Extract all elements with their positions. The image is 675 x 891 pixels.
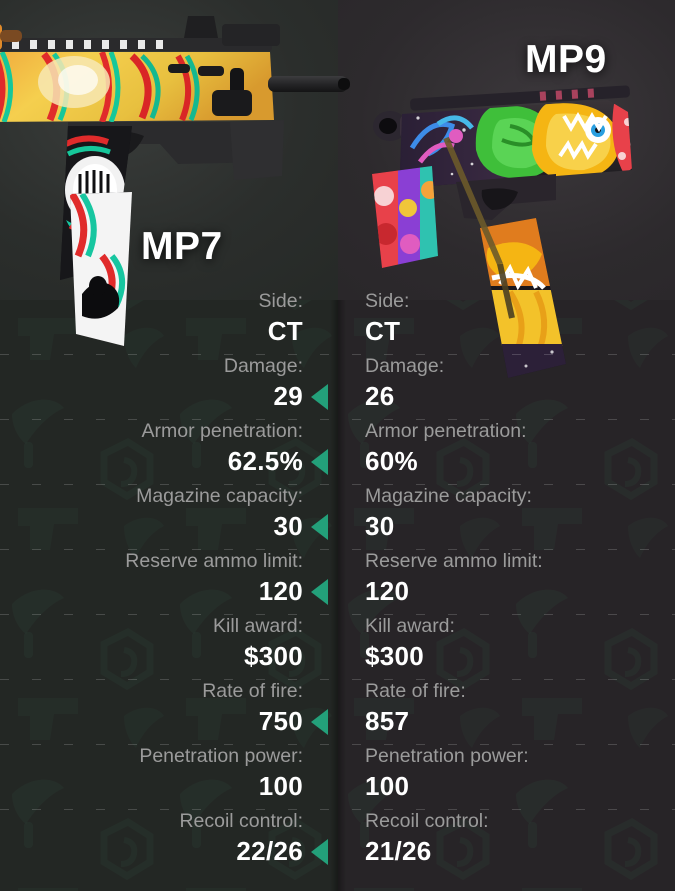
stat-label: Armor penetration: (141, 420, 304, 442)
stat-cell-right: Penetration power: 100 (365, 744, 675, 809)
stat-row: Rate of fire: 750 Rate of fire: 857 (0, 679, 675, 744)
winner-arrow-icon (311, 579, 328, 605)
stat-label: Damage: (223, 355, 303, 377)
stat-cell-right: Damage: 26 (365, 354, 675, 419)
stat-value: 120 (258, 576, 303, 606)
row-divider (0, 809, 675, 810)
row-divider (0, 679, 675, 680)
winner-arrow-icon (311, 839, 328, 865)
stat-row: Side: CT Side: CT (0, 289, 675, 354)
stats-comparison-table: Side: CT Side: CT Damage: 29 Damage: 26 Armor pe… (0, 289, 675, 891)
stat-value: 22/26 (236, 836, 303, 866)
stat-label: Rate of fire: (202, 680, 303, 702)
stat-label: Reserve ammo limit: (365, 550, 543, 572)
stat-label: Armor penetration: (365, 420, 527, 442)
stat-row: Damage: 29 Damage: 26 (0, 354, 675, 419)
stat-cell-left: Penetration power: 100 (0, 744, 338, 809)
stat-cell-left: Armor penetration: 62.5% (0, 419, 338, 484)
stat-row: Reserve ammo limit: 120 Reserve ammo limit… (0, 549, 675, 614)
stat-row: Magazine capacity: 30 Magazine capacity: 30 (0, 484, 675, 549)
stat-value: CT (267, 316, 303, 346)
stat-value: 857 (365, 706, 410, 736)
winner-arrow-icon (311, 514, 328, 540)
stat-value: $300 (243, 641, 303, 671)
stat-cell-left: Reserve ammo limit: 120 (0, 549, 338, 614)
stat-value: 750 (258, 706, 303, 736)
stat-value: 60% (365, 446, 418, 476)
stat-label: Kill award: (365, 615, 455, 637)
mp7-weapon-image (0, 16, 350, 346)
stat-value: 100 (258, 771, 303, 801)
stat-row: Armor penetration: 62.5% Armor penetration… (0, 419, 675, 484)
stat-label: Side: (258, 290, 303, 312)
mp9-weapon-image (372, 85, 632, 378)
stat-cell-right: Recoil control: 21/26 (365, 809, 675, 874)
stat-cell-left: Side: CT (0, 289, 338, 354)
stat-cell-right: Kill award: $300 (365, 614, 675, 679)
stat-value: 26 (365, 381, 395, 411)
stat-row: Penetration power: 100 Penetration power: 1… (0, 744, 675, 809)
stat-cell-right: Magazine capacity: 30 (365, 484, 675, 549)
row-divider (0, 614, 675, 615)
stat-label: Damage: (365, 355, 445, 377)
stat-value: 100 (365, 771, 410, 801)
row-divider (0, 419, 675, 420)
mp7-weapon-title: MP7 (141, 225, 223, 268)
winner-arrow-icon (311, 384, 328, 410)
stat-cell-left: Damage: 29 (0, 354, 338, 419)
winner-arrow-icon (311, 709, 328, 735)
stat-label: Side: (365, 290, 410, 312)
stat-value: CT (365, 316, 401, 346)
stat-cell-left: Kill award: $300 (0, 614, 338, 679)
row-divider (0, 744, 675, 745)
stat-row: Kill award: $300 Kill award: $300 (0, 614, 675, 679)
stat-cell-right: Armor penetration: 60% (365, 419, 675, 484)
stat-cell-right: Side: CT (365, 289, 675, 354)
row-divider (0, 354, 675, 355)
stat-value: 21/26 (365, 836, 432, 866)
stat-label: Magazine capacity: (136, 485, 303, 507)
stat-value: 30 (273, 511, 303, 541)
winner-arrow-icon (311, 449, 328, 475)
stat-label: Penetration power: (365, 745, 529, 767)
row-divider (0, 484, 675, 485)
stat-value: 30 (365, 511, 395, 541)
stat-label: Recoil control: (179, 810, 303, 832)
stat-label: Penetration power: (139, 745, 303, 767)
stat-cell-right: Reserve ammo limit: 120 (365, 549, 675, 614)
stat-cell-left: Recoil control: 22/26 (0, 809, 338, 874)
stat-value: 62.5% (227, 446, 303, 476)
stat-label: Rate of fire: (365, 680, 466, 702)
row-divider (0, 549, 675, 550)
stat-cell-left: Magazine capacity: 30 (0, 484, 338, 549)
stat-label: Recoil control: (365, 810, 489, 832)
stat-label: Kill award: (213, 615, 303, 637)
stat-value: 29 (273, 381, 303, 411)
stat-value: 120 (365, 576, 410, 606)
stat-label: Reserve ammo limit: (125, 550, 303, 572)
mp9-weapon-title: MP9 (525, 38, 607, 81)
stat-label: Magazine capacity: (365, 485, 532, 507)
stat-row: Recoil control: 22/26 Recoil control: 21/26 (0, 809, 675, 874)
weapon-hero-area: MP7 MP9 (0, 0, 675, 378)
stat-cell-right: Rate of fire: 857 (365, 679, 675, 744)
stat-cell-left: Rate of fire: 750 (0, 679, 338, 744)
stat-value: $300 (365, 641, 425, 671)
